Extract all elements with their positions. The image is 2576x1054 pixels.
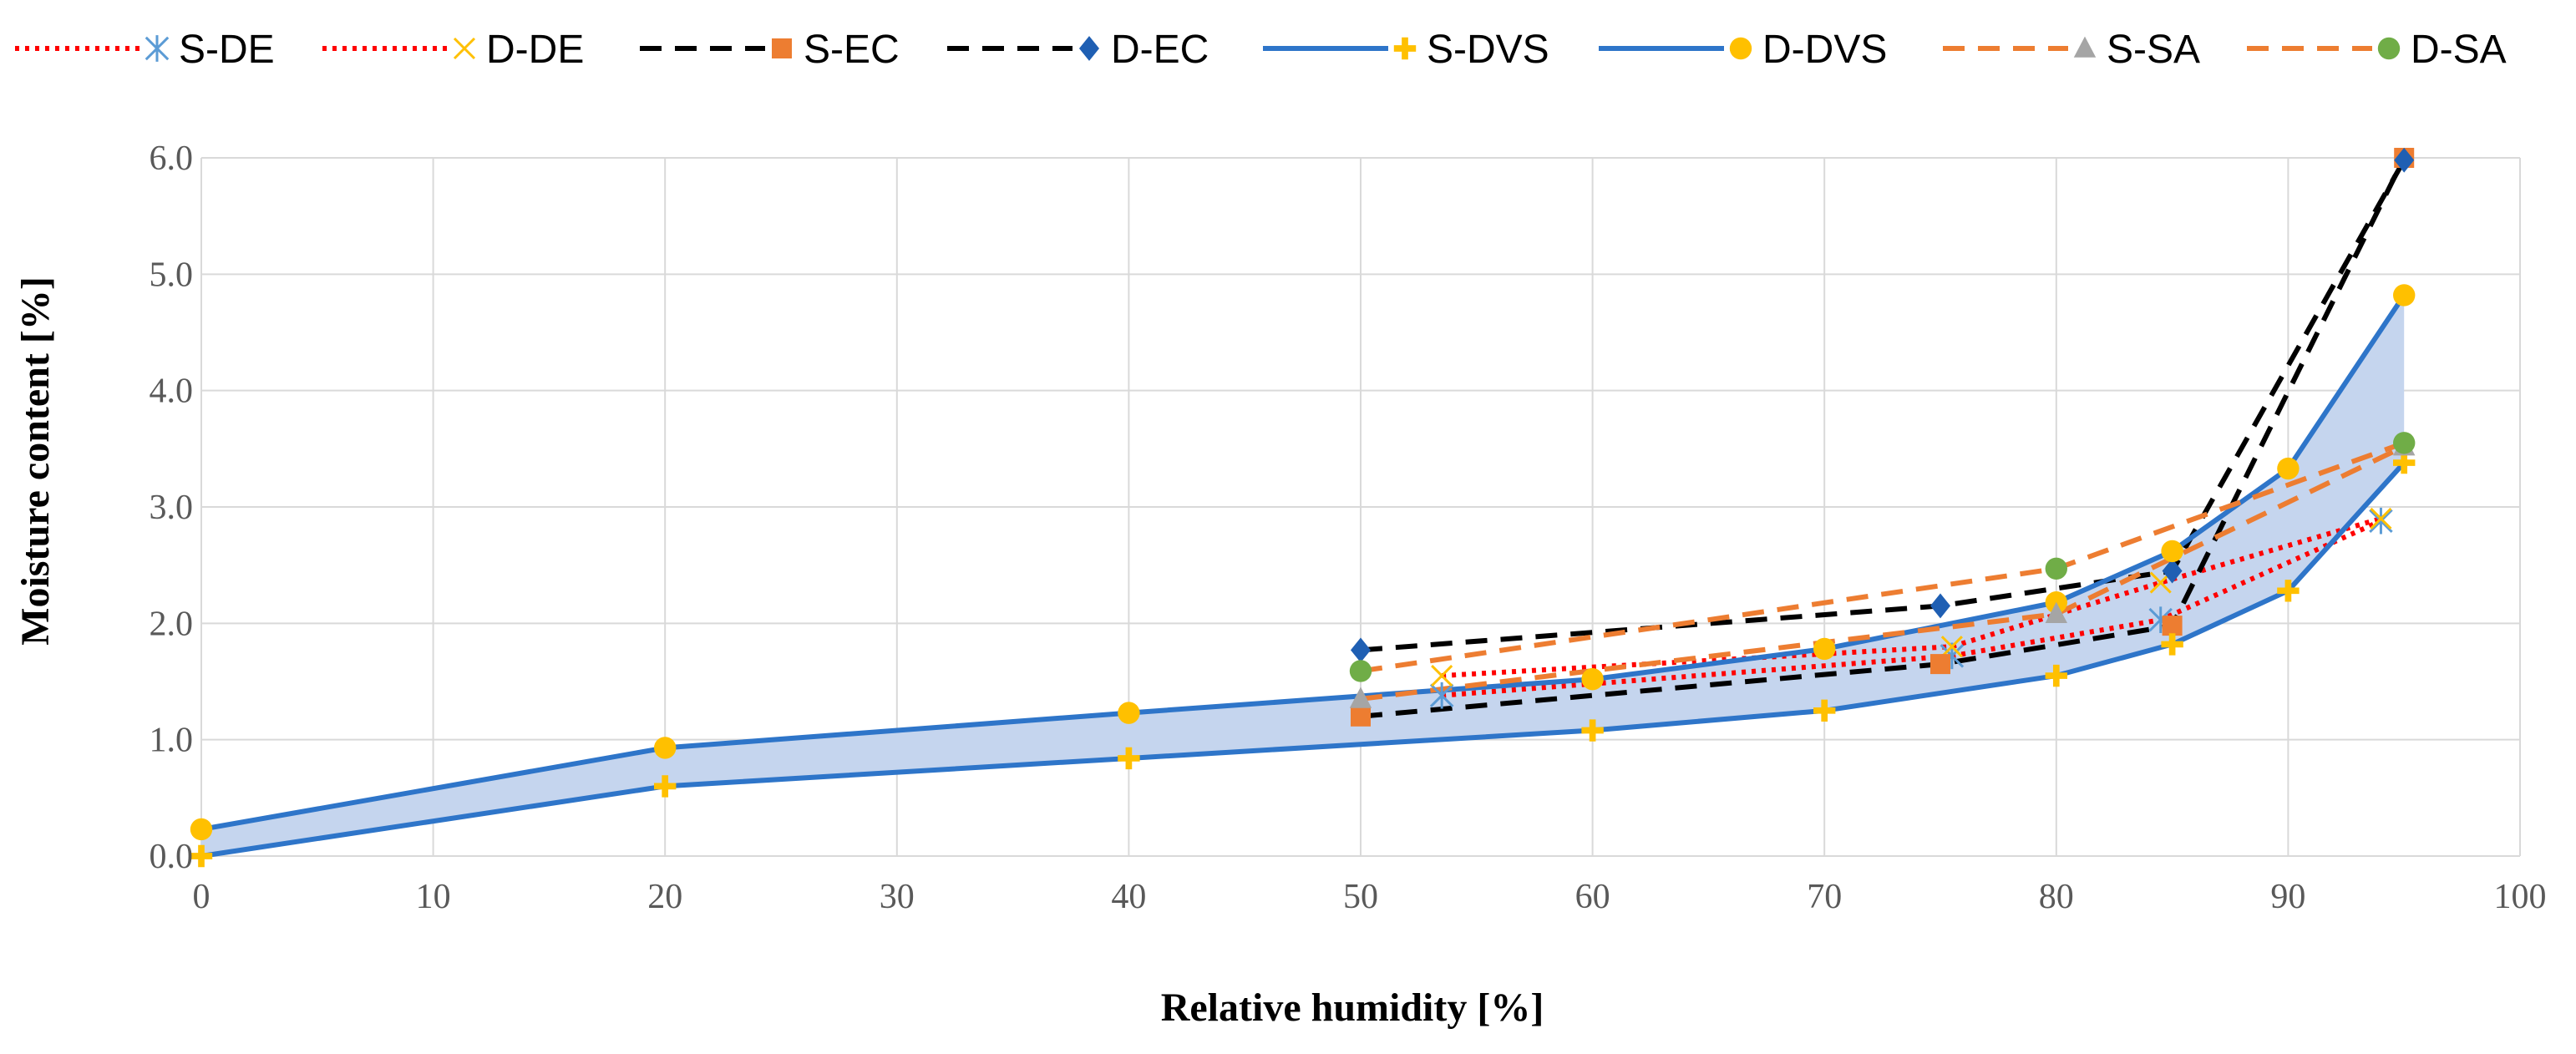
data-point-d-dvs — [2161, 540, 2183, 563]
data-point-d-dvs — [1581, 668, 1604, 691]
data-point-d-dvs — [1118, 702, 1140, 724]
data-point-d-de — [1940, 636, 1963, 658]
data-point-s-sa — [1349, 687, 1372, 708]
legend-marker-s-ec — [772, 38, 792, 58]
legend-marker-d-ec — [1079, 36, 1099, 61]
series-line-s-ec — [1360, 156, 2406, 719]
x-tick-label: 90 — [2270, 878, 2305, 916]
legend-label-s-dvs: S-DVS — [1427, 28, 1549, 72]
data-point-s-dvs — [2277, 580, 2300, 602]
legend-label-s-de: S-DE — [179, 28, 275, 72]
series-line-s-de — [1441, 518, 2382, 698]
data-point-d-sa — [2045, 557, 2067, 580]
data-point-s-dvs — [2161, 633, 2183, 656]
legend-label-s-sa: S-SA — [2107, 28, 2200, 72]
data-point-s-dvs — [2045, 664, 2067, 687]
tick-labels: 0 10 20 30 40 50 60 70 80 90 100 0.0 1.0 2.0 3.0 4.0 5.0… — [150, 139, 2547, 916]
data-point-s-dvs — [1581, 719, 1604, 742]
data-point-s-dvs — [1118, 747, 1140, 770]
data-point-d-dvs — [190, 818, 213, 841]
y-tick-label: 5.0 — [150, 256, 194, 294]
legend-label-d-dvs: D-DVS — [1762, 28, 1887, 72]
x-tick-label: 100 — [2494, 878, 2547, 916]
data-point-s-dvs — [190, 844, 213, 868]
x-tick-label: 40 — [1111, 878, 1146, 916]
legend-label-d-de: D-DE — [486, 28, 584, 72]
data-point-d-dvs — [2277, 457, 2300, 480]
data-point-s-ec — [1930, 654, 1950, 675]
dvs-range-band — [201, 295, 2405, 856]
data-point-d-ec — [1930, 593, 1950, 619]
x-tick-label: 30 — [880, 878, 915, 916]
y-tick-label: 6.0 — [150, 139, 194, 178]
data-point-s-ec — [2162, 616, 2183, 636]
data-point-s-de — [1429, 682, 1454, 709]
data-point-d-de — [1431, 664, 1453, 687]
data-point-d-sa — [1349, 660, 1372, 682]
legend-marker-s-dvs — [1393, 37, 1417, 60]
data-point-d-dvs — [1813, 637, 1836, 661]
legend-marker-d-de — [453, 37, 476, 60]
data-point-s-ec — [1351, 706, 1371, 727]
data-point-d-ec — [2162, 558, 2183, 584]
data-point-d-de — [2370, 507, 2392, 530]
y-tick-label: 4.0 — [150, 372, 194, 411]
x-tick-label: 0 — [193, 878, 210, 916]
legend-marker-d-dvs — [1729, 37, 1752, 60]
data-point-s-de — [2369, 507, 2393, 535]
data-point-s-dvs — [1813, 699, 1836, 722]
y-tick-label: 2.0 — [150, 605, 194, 643]
y-tick-label: 3.0 — [150, 489, 194, 527]
x-tick-label: 10 — [416, 878, 451, 916]
data-point-d-sa — [2393, 432, 2416, 454]
legend-marker-s-sa — [2073, 36, 2097, 58]
legend-label-s-ec: S-EC — [804, 28, 900, 72]
x-tick-label: 80 — [2039, 878, 2074, 916]
x-tick-label: 70 — [1807, 878, 1842, 916]
series-markers — [190, 147, 2416, 868]
y-axis-title: Moisture content [%] — [13, 276, 58, 646]
legend-marker-d-sa — [2377, 37, 2401, 60]
y-tick-label: 1.0 — [150, 722, 194, 760]
legend: S-DE D-DE S-EC D-EC S-DVS D-DVS S-SA D-SA — [15, 28, 2507, 72]
data-point-s-dvs — [654, 775, 677, 798]
data-point-d-ec — [1351, 637, 1371, 663]
series-line-d-de — [1441, 516, 2382, 679]
series-line-s-sa — [1360, 443, 2406, 702]
y-tick-label: 0.0 — [150, 838, 194, 876]
legend-label-d-ec: D-EC — [1111, 28, 1209, 72]
legend-label-d-sa: D-SA — [2411, 28, 2507, 72]
legend-marker-s-de — [145, 35, 170, 62]
data-point-d-ec — [2394, 147, 2415, 173]
data-point-d-dvs — [654, 737, 677, 759]
x-tick-label: 60 — [1575, 878, 1610, 916]
x-tick-label: 50 — [1343, 878, 1378, 916]
x-tick-label: 20 — [647, 878, 682, 916]
dvs-band-area — [201, 295, 2405, 856]
x-axis-title: Relative humidity [%] — [1161, 986, 1544, 1030]
data-point-d-dvs — [2393, 284, 2416, 307]
data-point-s-sa — [2045, 601, 2067, 623]
